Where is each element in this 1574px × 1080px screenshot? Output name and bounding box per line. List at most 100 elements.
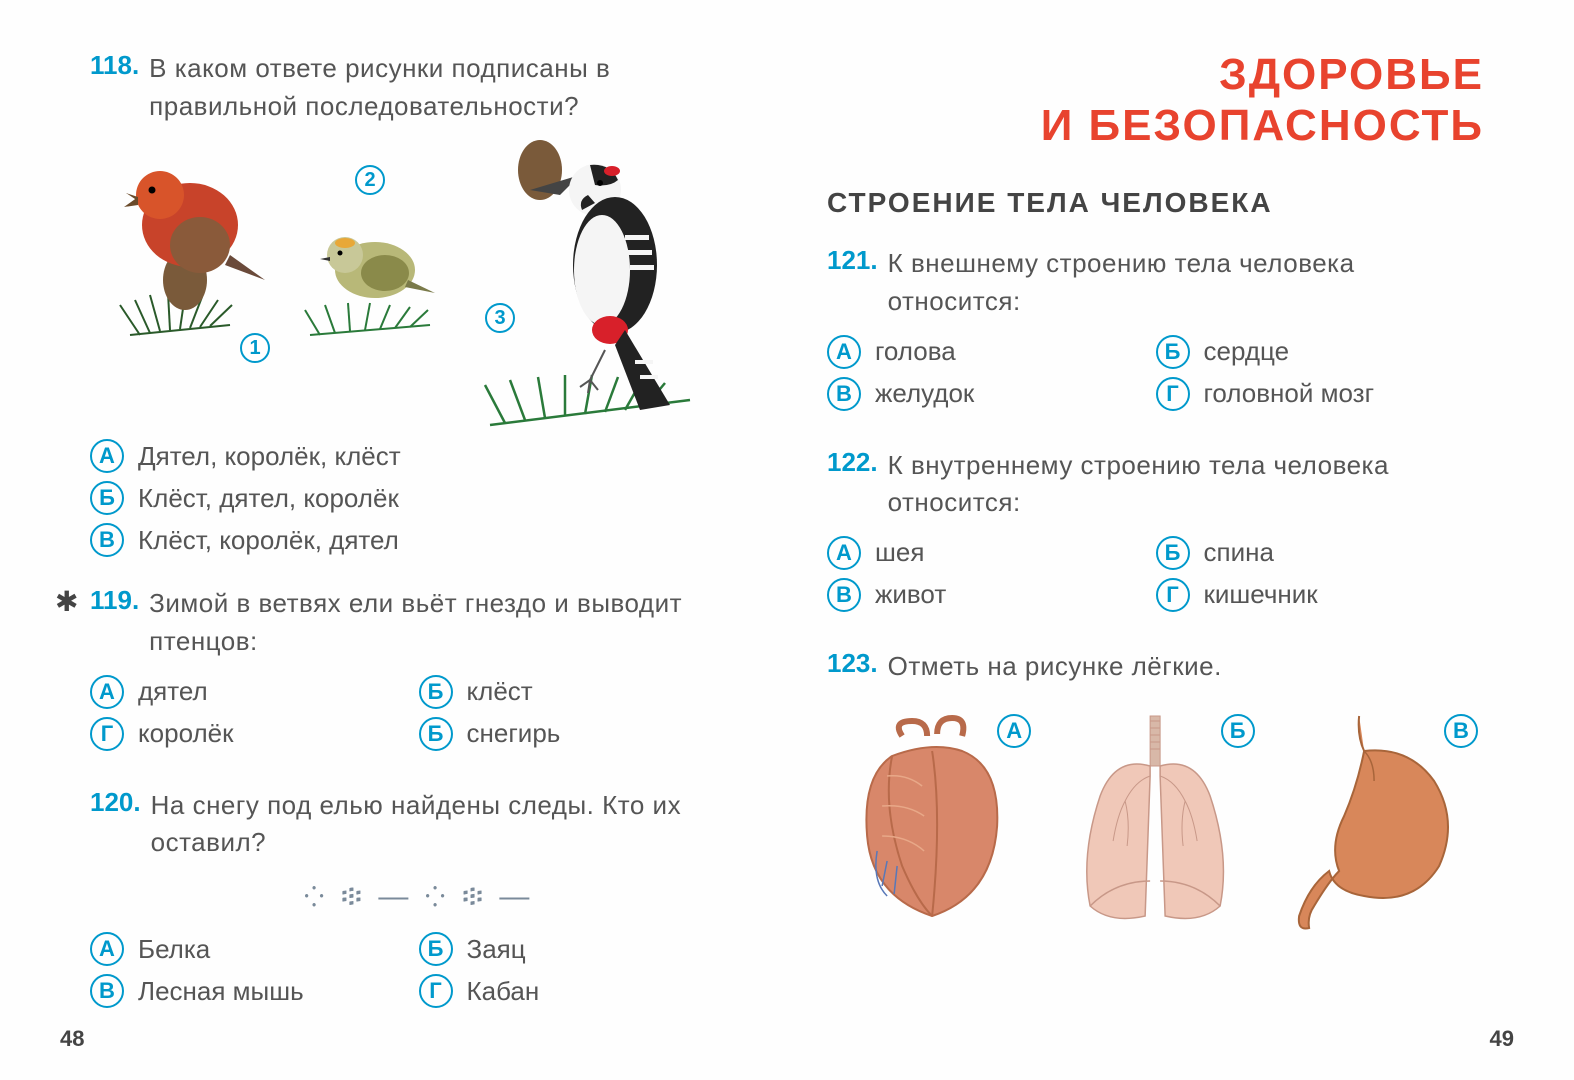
option-text: Клёст, дятел, королёк (138, 483, 399, 514)
option-text: шея (875, 537, 924, 568)
organ-letter-v: В (1444, 714, 1478, 748)
option-text: Дятел, королёк, клёст (138, 441, 401, 472)
section-title: СТРОЕНИЕ ТЕЛА ЧЕЛОВЕКА (827, 187, 1484, 219)
option-text: Лесная мышь (138, 976, 304, 1007)
option-letter: В (90, 974, 124, 1008)
option-text: Клёст, королёк, дятел (138, 525, 399, 556)
option-letter: Б (419, 675, 453, 709)
option-letter: В (90, 523, 124, 557)
bird-3-woodpecker (460, 135, 740, 455)
option-text: дятел (138, 676, 208, 707)
option-text: Заяц (467, 934, 526, 965)
q121-option-v[interactable]: В желудок (827, 377, 1156, 411)
option-letter: Г (90, 717, 124, 751)
page-right: ЗДОРОВЬЕ И БЕЗОПАСНОСТЬ СТРОЕНИЕ ТЕЛА ЧЕ… (787, 0, 1574, 1080)
q121-number: 121. (827, 245, 878, 276)
option-letter: А (90, 675, 124, 709)
option-text: кишечник (1204, 579, 1318, 610)
option-text: желудок (875, 378, 974, 409)
bird-1-crossbill (90, 135, 290, 365)
q118-number: 118. (90, 50, 139, 81)
birds-illustration: 1 (90, 135, 747, 425)
q122-number: 122. (827, 447, 878, 478)
option-letter: Б (419, 932, 453, 966)
question-123: 123. Отметь на рисунке лёгкие. А (827, 648, 1484, 936)
page-left: 118. В каком ответе рисунки подписаны в … (0, 0, 787, 1080)
organs-row: А Б В (827, 706, 1484, 936)
organ-letter-a: А (997, 714, 1031, 748)
organ-stomach[interactable]: В (1274, 706, 1484, 936)
tracks-illustration: ⁘ ፨ — ⁘ ፨ — (90, 880, 747, 914)
option-text: королёк (138, 718, 233, 749)
option-text: сердце (1204, 336, 1290, 367)
q118-text: В каком ответе рисунки подписаны в прави… (149, 50, 747, 125)
option-letter: А (827, 536, 861, 570)
option-letter: В (827, 578, 861, 612)
question-121: 121. К внешнему строению тела человека о… (827, 245, 1484, 418)
option-letter: Б (1156, 536, 1190, 570)
q122-option-b[interactable]: Б спина (1156, 536, 1485, 570)
q120-option-b[interactable]: Б Заяц (419, 932, 748, 966)
option-text: спина (1204, 537, 1274, 568)
option-text: голова (875, 336, 956, 367)
star-icon: ✱ (55, 585, 78, 618)
chapter-title: ЗДОРОВЬЕ И БЕЗОПАСНОСТЬ (827, 50, 1484, 151)
organ-lungs[interactable]: Б (1050, 706, 1260, 936)
q119-option-a[interactable]: А дятел (90, 675, 419, 709)
q121-option-b[interactable]: Б сердце (1156, 335, 1485, 369)
q119-text: Зимой в ветвях ели вьёт гнездо и выводит… (149, 585, 747, 660)
page-number-left: 48 (60, 1026, 84, 1052)
q120-text: На снегу под елью найдены следы. Кто их … (151, 787, 747, 862)
option-letter: А (90, 932, 124, 966)
bird-2-goldcrest (290, 185, 460, 355)
option-letter: В (827, 377, 861, 411)
organ-heart[interactable]: А (827, 706, 1037, 936)
q121-option-g[interactable]: Г головной мозг (1156, 377, 1485, 411)
q122-option-g[interactable]: Г кишечник (1156, 578, 1485, 612)
option-text: Белка (138, 934, 210, 965)
option-text: головной мозг (1204, 378, 1375, 409)
q120-option-g[interactable]: Г Кабан (419, 974, 748, 1008)
option-text: клёст (467, 676, 533, 707)
q118-option-v[interactable]: В Клёст, королёк, дятел (90, 523, 747, 557)
option-letter: Г (1156, 578, 1190, 612)
chapter-line2: И БЕЗОПАСНОСТЬ (827, 101, 1484, 152)
q121-option-a[interactable]: А голова (827, 335, 1156, 369)
option-letter: Г (1156, 377, 1190, 411)
option-letter: Б (90, 481, 124, 515)
question-120: 120. На снегу под елью найдены следы. Кт… (90, 787, 747, 1016)
option-text: снегирь (467, 718, 561, 749)
organ-letter-b: Б (1221, 714, 1255, 748)
q123-number: 123. (827, 648, 878, 679)
question-119: ✱ 119. Зимой в ветвях ели вьёт гнездо и … (90, 585, 747, 758)
q122-option-v[interactable]: В живот (827, 578, 1156, 612)
q120-option-v[interactable]: В Лесная мышь (90, 974, 419, 1008)
q119-option-g[interactable]: Г королёк (90, 717, 419, 751)
option-letter: А (90, 439, 124, 473)
q118-option-b[interactable]: Б Клёст, дятел, королёк (90, 481, 747, 515)
q122-options: А шея Б спина В живот Г кишечник (827, 536, 1484, 620)
page-number-right: 49 (1490, 1026, 1514, 1052)
option-letter: Б (419, 717, 453, 751)
option-text: Кабан (467, 976, 540, 1007)
q120-options: А Белка Б Заяц В Лесная мышь Г Кабан (90, 932, 747, 1016)
question-122: 122. К внутреннему строению тела человек… (827, 447, 1484, 620)
q123-text: Отметь на рисунке лёгкие. (888, 648, 1222, 686)
q118-options: А Дятел, королёк, клёст Б Клёст, дятел, … (90, 439, 747, 557)
q119-number: 119. (90, 585, 139, 616)
q119-option-b[interactable]: Б клёст (419, 675, 748, 709)
q122-option-a[interactable]: А шея (827, 536, 1156, 570)
q122-text: К внутреннему строению тела человека отн… (888, 447, 1484, 522)
q121-options: А голова Б сердце В желудок Г головной м… (827, 335, 1484, 419)
option-text: живот (875, 579, 946, 610)
option-letter: А (827, 335, 861, 369)
q119-options: А дятел Б клёст Г королёк Б снегирь (90, 675, 747, 759)
q120-number: 120. (90, 787, 141, 818)
q120-option-a[interactable]: А Белка (90, 932, 419, 966)
option-letter: Б (1156, 335, 1190, 369)
q119-option-b2[interactable]: Б снегирь (419, 717, 748, 751)
question-118: 118. В каком ответе рисунки подписаны в … (90, 50, 747, 557)
option-letter: Г (419, 974, 453, 1008)
chapter-line1: ЗДОРОВЬЕ (827, 50, 1484, 101)
q121-text: К внешнему строению тела человека относи… (888, 245, 1484, 320)
